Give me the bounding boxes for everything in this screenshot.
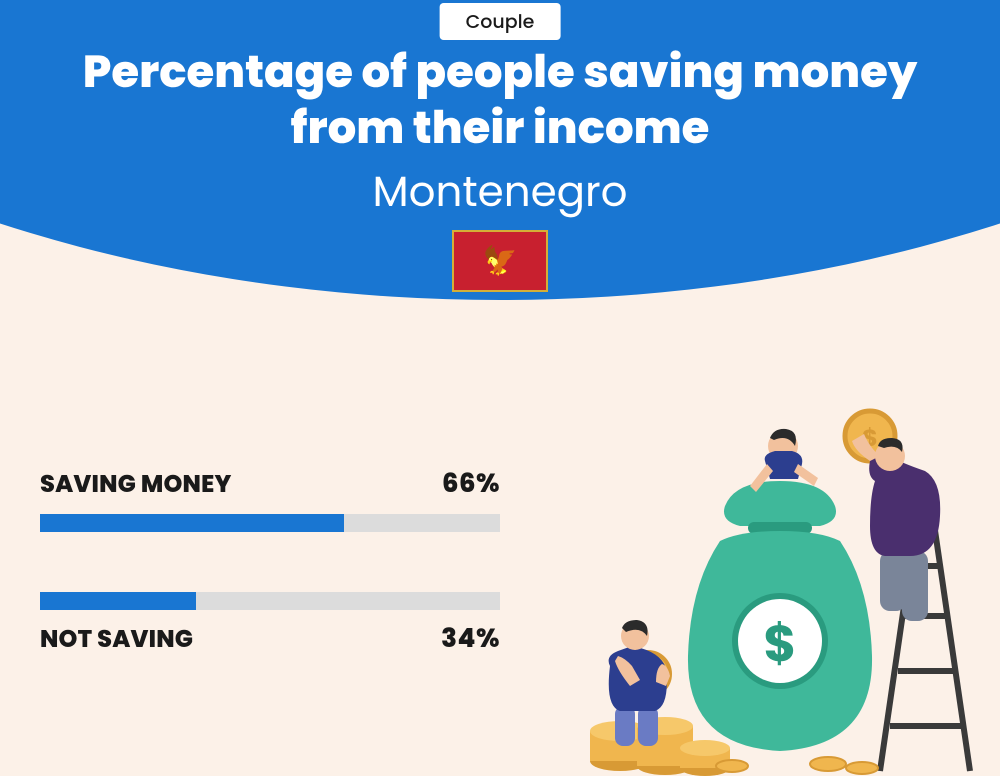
loose-coins-icon: [716, 757, 878, 774]
flag-emblem-icon: 🦅: [483, 240, 518, 282]
coin-stack-icon: [590, 717, 730, 776]
montenegro-flag-icon: 🦅: [452, 230, 548, 292]
bar-saving-money: SAVING MONEY 66%: [40, 465, 500, 532]
bar-not-saving: NOT SAVING 34%: [40, 592, 500, 659]
bar-value: 66%: [442, 465, 500, 504]
bar-label: SAVING MONEY: [40, 467, 232, 502]
bar-chart: SAVING MONEY 66% NOT SAVING 34%: [40, 465, 500, 719]
bar-track: [40, 514, 500, 532]
page-title: Percentage of people saving money from t…: [0, 44, 1000, 157]
bar-fill: [40, 514, 344, 532]
bar-track: [40, 592, 500, 610]
bar-label: NOT SAVING: [40, 622, 193, 657]
bar-value: 34%: [441, 620, 500, 659]
savings-illustration: $ $ $: [570, 406, 990, 776]
demographic-badge: Couple: [440, 3, 561, 40]
bar-fill: [40, 592, 196, 610]
money-bag-icon: $: [688, 481, 872, 751]
country-name: Montenegro: [0, 160, 1000, 223]
svg-text:$: $: [764, 608, 797, 679]
